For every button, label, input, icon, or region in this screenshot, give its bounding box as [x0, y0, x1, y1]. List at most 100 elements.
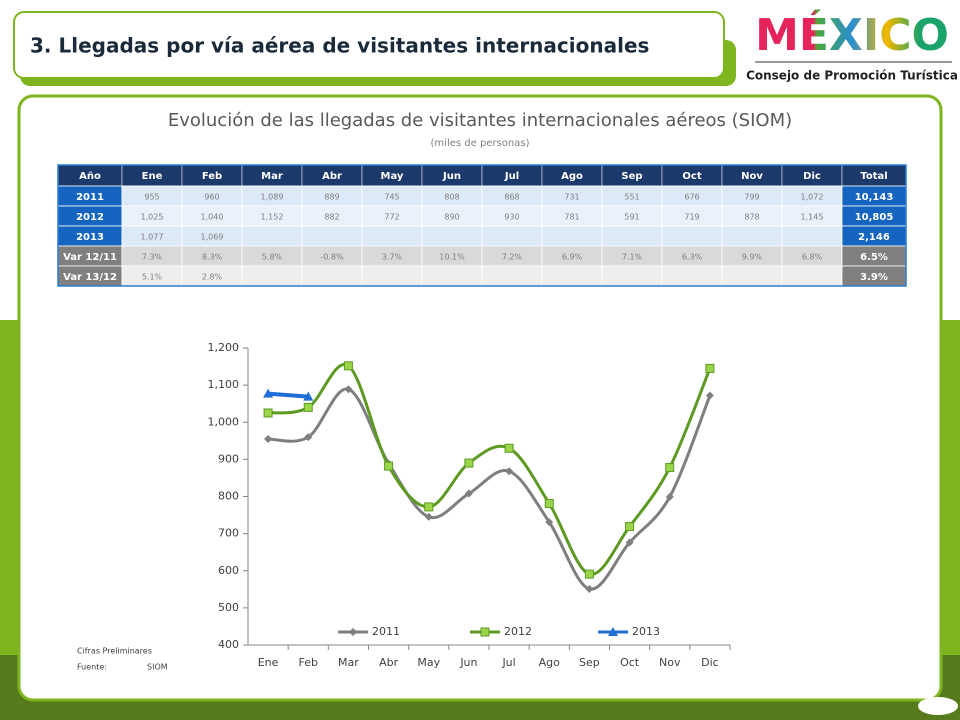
cell-text: 10,143 [855, 192, 894, 203]
data-point [585, 584, 594, 593]
legend-marker [608, 627, 618, 636]
cell-text: 868 [504, 193, 519, 202]
data-point [344, 385, 353, 394]
header-text: Dic [803, 171, 821, 182]
cell-text: 882 [324, 213, 339, 222]
y-tick-label: 600 [218, 564, 239, 577]
cell-text: 731 [564, 193, 579, 202]
header-text: Feb [202, 171, 222, 182]
data-point [464, 489, 473, 498]
y-tick-label: 1,200 [208, 341, 240, 354]
x-tick-label: Abr [379, 656, 399, 669]
y-tick-label: 800 [218, 490, 239, 503]
y-tick-label: 500 [218, 601, 239, 614]
data-point [665, 492, 674, 501]
cell-text: 591 [624, 213, 639, 222]
cell-text: 3.7% [382, 253, 403, 262]
cell-text: 3.9% [860, 272, 888, 283]
cell-text: 2012 [76, 212, 104, 223]
page-badge [918, 697, 958, 715]
table-cell [361, 225, 423, 247]
source-label: Fuente: [77, 663, 107, 672]
cell-text: 890 [444, 213, 459, 222]
data-point [545, 518, 554, 527]
y-tick-label: 700 [218, 527, 239, 540]
header-text: Abr [322, 171, 342, 182]
x-tick-label: Ago [539, 656, 561, 669]
line-chart: 400 500 600 700 800 900 1,000 1,100 1,200 Ene Feb M… [208, 341, 731, 669]
cell-text: Var 13/12 [63, 272, 117, 283]
table-cell [661, 265, 723, 287]
x-tick-label: Nov [659, 656, 681, 669]
data-point [544, 499, 554, 509]
chart-subtitle: (miles de personas) [431, 138, 530, 149]
x-tick-label: Mar [338, 656, 359, 669]
table-cell [721, 225, 783, 247]
table: Año Ene Feb Mar Abr May Jun Jul Ago Sep Oct Nov Dic T… [57, 164, 907, 287]
cell-text: 1,145 [801, 213, 824, 222]
header-text: Año [79, 171, 101, 182]
cell-text: 1,072 [801, 193, 824, 202]
data-point [424, 512, 433, 521]
cell-text: 6.3% [682, 253, 703, 262]
data-point [264, 434, 273, 443]
data-point [263, 388, 274, 398]
legend-label: 2011 [372, 625, 400, 638]
cell-text: 7.2% [502, 253, 523, 262]
y-tick-label: 1,000 [208, 415, 240, 428]
cell-text: 889 [324, 193, 339, 202]
cell-text: 5.8% [262, 253, 283, 262]
legend-label: 2012 [504, 625, 532, 638]
data-point [705, 363, 715, 373]
cell-text: 2013 [76, 232, 104, 243]
cell-text: 955 [144, 193, 159, 202]
cell-text: 6.9% [562, 253, 583, 262]
table-cell [361, 265, 423, 287]
cell-text: 1,025 [141, 213, 164, 222]
x-tick-label: Sep [579, 656, 600, 669]
data-point [303, 402, 313, 412]
chart-title: Evolución de las llegadas de visitantes … [168, 110, 792, 131]
table-border [57, 164, 907, 287]
table-cell [241, 225, 303, 247]
table-cell [601, 265, 663, 287]
source: SIOM [147, 663, 168, 672]
data-point [625, 522, 635, 532]
cell-text: 719 [684, 213, 699, 222]
cell-text: 10.1% [439, 253, 465, 262]
table-cell [721, 265, 783, 287]
table-cell [481, 225, 543, 247]
logo: MÉXICO [755, 8, 949, 61]
cell-text: 745 [384, 193, 399, 202]
table-cell [781, 225, 843, 247]
header-text: Sep [621, 171, 642, 182]
data-point [424, 502, 434, 512]
cell-text: 1,069 [201, 233, 224, 242]
table-cell [781, 265, 843, 287]
cell-text: 808 [444, 193, 459, 202]
data-point [304, 433, 313, 442]
x-tick-label: May [417, 656, 440, 669]
cell-text: 8.3% [202, 253, 223, 262]
logo-subtitle: Consejo de Promoción Turística [746, 69, 958, 83]
table-cell [541, 225, 603, 247]
note: Cifras Preliminares [77, 647, 152, 656]
table-cell [481, 265, 543, 287]
header-text: Jun [442, 171, 461, 182]
y-tick-label: 900 [218, 452, 239, 465]
header-text: May [381, 171, 404, 182]
cell-text: 7.3% [142, 253, 163, 262]
x-tick-label: Dic [701, 656, 719, 669]
table-cell [601, 225, 663, 247]
cell-text: 799 [744, 193, 759, 202]
data-point [384, 461, 394, 471]
cell-text: 2011 [76, 192, 104, 203]
cell-text: 781 [564, 213, 579, 222]
cell-text: 2,146 [858, 232, 890, 243]
data-point [464, 458, 474, 468]
data-point [584, 569, 594, 579]
cell-text: 6.8% [802, 253, 823, 262]
x-tick-label: Oct [620, 656, 640, 669]
x-tick-label: Feb [299, 656, 318, 669]
